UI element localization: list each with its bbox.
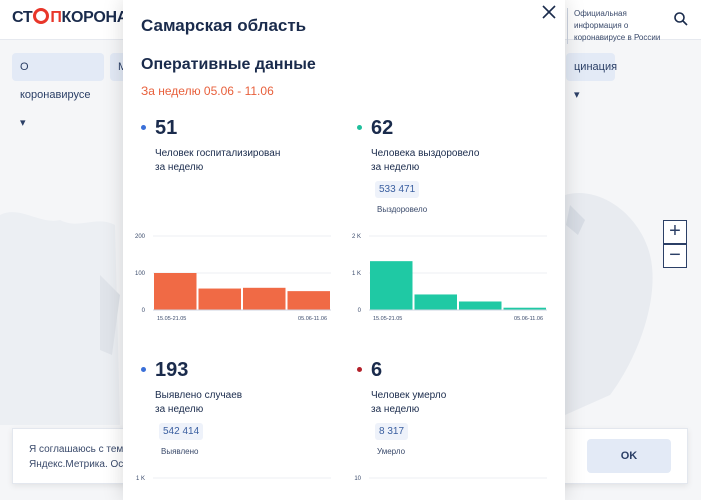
total-badge: 533 471 [375,181,420,198]
stat-value: 193 [155,359,189,381]
x-tick-label: 05.06-11.06 [514,316,543,322]
y-tick-label: 200 [135,234,146,240]
stat-description: Человек умерло за неделю [371,390,447,415]
total-label: Умерло [377,447,406,456]
russia-map[interactable] [0,95,701,425]
bar [154,273,197,310]
section-title: Оперативные данные [141,56,316,73]
bullet-dot-icon [141,125,146,130]
virus-icon [33,8,50,24]
logo-text-p: П [50,9,62,26]
recovered-bar-chart: 2 K 1 K 0 15.05-21.05 05.06-11.06 [352,234,547,322]
bar [414,294,457,310]
x-tick-label: 15.05-21.05 [157,316,186,322]
bar [287,291,330,310]
bar [243,287,286,310]
zoom-in-button[interactable]: + [663,220,687,244]
zoom-out-button[interactable]: − [663,244,687,268]
nav-about-covid[interactable]: О коронавирусе ▾ [12,53,104,129]
search-icon[interactable] [673,11,689,27]
total-label: Выздоровело [377,205,428,214]
deaths-bar-chart: 10 [354,476,547,482]
bar [370,261,413,310]
stat-value: 62 [371,117,394,139]
y-tick-label: 100 [135,271,146,277]
stat-value: 6 [371,359,383,381]
stat-description: Человека выздоровело за неделю [371,148,480,173]
x-tick-label: 15.05-21.05 [373,316,402,322]
cookie-ok-button[interactable]: OK [587,439,671,473]
nav-vaccination[interactable]: цинация ▾ [566,53,617,101]
detected-bar-chart: 1 K [136,476,331,482]
total-badge: 542 414 [159,423,204,440]
x-tick-label: 05.06-11.06 [298,316,327,322]
close-icon[interactable] [541,4,557,20]
y-tick-label: 1 K [352,271,361,277]
bar [503,307,546,310]
y-tick-label: 0 [142,308,146,314]
stat-description: Человек госпитализирован за неделю [155,148,281,173]
region-modal: Самарская область Оперативные данные За … [123,0,565,500]
period-label: За неделю 05.06 - 11.06 [141,84,274,98]
official-info-link[interactable]: Официальная информация о коронавирусе в … [567,8,667,44]
stat-value: 51 [155,117,178,139]
stat-description: Выявлено случаев за неделю [155,390,243,415]
logo-text-start: СТ [12,9,33,26]
hospitalized-bar-chart: 200 100 0 15.05-21.05 05.06-11.06 [135,234,331,322]
y-tick-label: 0 [358,308,362,314]
y-tick-label: 10 [354,476,361,482]
bullet-dot-icon [357,125,362,130]
bullet-dot-icon [141,367,146,372]
y-tick-label: 2 K [352,234,361,240]
total-label: Выявлено [161,447,199,456]
bar [459,301,502,310]
bar [198,288,241,310]
bullet-dot-icon [357,367,362,372]
total-badge: 8 317 [375,423,409,440]
region-title: Самарская область [141,16,307,35]
y-tick-label: 1 K [136,476,145,482]
